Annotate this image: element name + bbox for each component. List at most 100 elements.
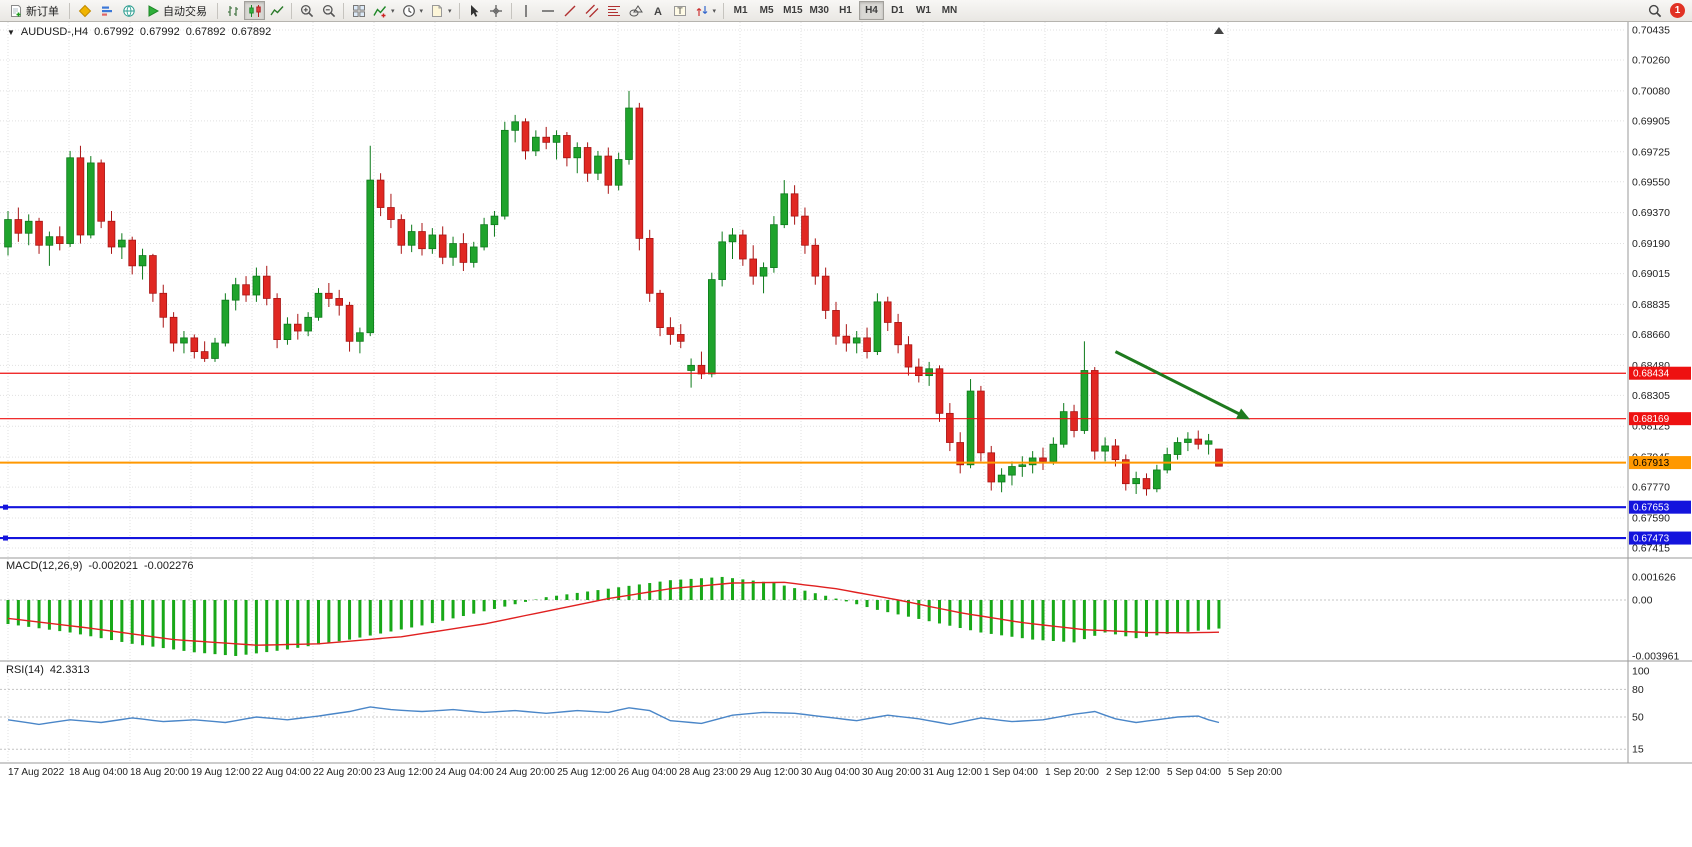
candle-body [697,364,706,375]
timeframe-h1[interactable]: H1 [833,1,858,20]
fibonacci-icon [608,5,621,16]
toolbar: 新订单 自动交易 ▾ ▾ ▾ A T ▾ M1 M5 M15 M30 H1 H4… [0,0,1692,22]
cursor-icon [471,4,479,17]
line-chart-button[interactable] [266,1,287,20]
timeframe-mn[interactable]: MN [937,1,962,20]
text-label-button[interactable]: T [670,1,691,20]
svg-text:A: A [654,6,662,18]
horizontal-line-button[interactable] [538,1,559,20]
time-axis[interactable]: 17 Aug 2022 18 Aug 04:00 18 Aug 20:00 19 Au… [8,767,1282,778]
chart-symbol-period: AUDUSD-,H4 [20,26,89,38]
candle-body [1049,443,1058,462]
price-scale-label: 0.69190 [1632,238,1670,250]
candle-body [625,107,633,160]
autotrading-button[interactable]: 自动交易 [140,1,213,20]
crosshair-button[interactable] [486,1,507,20]
candle-body [242,284,250,296]
shapes-icon [629,4,643,16]
arrow-line[interactable] [1114,350,1244,418]
price-scale-label: 0.67770 [1632,482,1670,494]
time-axis-label: 29 Aug 12:00 [740,767,799,778]
chart-canvas[interactable]: 0.70435 0.70260 0.70080 0.69905 0.69725 0.695… [0,22,1692,847]
candle-body [345,304,354,342]
price-scale[interactable]: 0.70435 0.70260 0.70080 0.69905 0.69725 0.695… [1632,25,1670,555]
toolbar-separator [217,2,218,19]
chart-shift-marker[interactable] [1213,27,1224,34]
periods-button[interactable]: ▾ [399,1,427,20]
macd-main-value: -0.002021 [88,560,138,572]
template-icon [432,4,443,17]
templates-button[interactable]: ▾ [427,1,455,20]
candle-body [231,284,240,301]
candle-body [1018,464,1027,467]
indicators-button[interactable]: ▾ [370,1,398,20]
candle-body [97,162,105,222]
candle-body [863,337,871,353]
cursor-button[interactable] [464,1,485,20]
time-axis-label: 1 Sep 20:00 [1045,767,1099,778]
time-axis-label: 5 Sep 20:00 [1228,767,1282,778]
tile-windows-icon [352,4,365,17]
symbol-menu-icon[interactable]: ▼ [7,28,15,37]
candle-body [438,234,447,258]
arrows-button[interactable]: ▾ [692,1,720,20]
timeframe-m5[interactable]: M5 [754,1,779,20]
time-axis-label: 22 Aug 20:00 [313,767,372,778]
rsi-label: RSI(14) [6,664,44,676]
candle-body [211,342,219,359]
chevron-down-icon: ▾ [391,7,395,15]
timeframe-m15[interactable]: M15 [780,1,805,20]
arrow-head-icon [1236,408,1250,420]
price-scale-label: 0.69550 [1632,176,1670,188]
channel-button[interactable] [582,1,603,20]
bar-chart-button[interactable] [222,1,243,20]
chart-window[interactable]: 0.70435 0.70260 0.70080 0.69905 0.69725 0.695… [0,22,1692,847]
timeframe-m30[interactable]: M30 [807,1,832,20]
line-handle[interactable] [3,504,8,510]
price-scale-label: 0.69725 [1632,146,1670,158]
fibonacci-button[interactable] [604,1,625,20]
candlestick-chart-button[interactable] [244,1,265,20]
search-button[interactable] [1644,1,1665,20]
timeframe-m1[interactable]: M1 [728,1,753,20]
shapes-button[interactable] [626,1,647,20]
candle-body [821,275,830,311]
text-button[interactable]: A [648,1,669,20]
market-depth-button[interactable] [96,1,117,20]
candle-body [107,220,116,248]
tile-windows-button[interactable] [348,1,369,20]
zoom-in-button[interactable] [296,1,317,20]
text-label-icon: T [674,5,687,16]
candle-body [149,255,157,294]
candle-body [14,219,23,234]
timeframe-d1[interactable]: D1 [885,1,910,20]
line-handle[interactable] [3,535,8,541]
timeframe-w1[interactable]: W1 [911,1,936,20]
candle-body [676,334,685,342]
periods-clock-icon [402,4,415,17]
timeframe-h4[interactable]: H4 [858,1,884,20]
notification-badge[interactable]: 1 [1670,3,1685,18]
candle-body [418,231,426,250]
trendline-button[interactable] [560,1,581,20]
candle-body [1070,411,1078,431]
new-order-button[interactable]: 新订单 [3,1,65,20]
arrow-annotation[interactable] [1114,350,1250,420]
rsi-scale-label: 100 [1632,666,1650,678]
candle-body [594,155,602,174]
vertical-line-button[interactable] [516,1,537,20]
macd-panel: 0.001626 0.00 -0.003961 [0,572,1679,663]
time-axis-label: 31 Aug 12:00 [923,767,982,778]
community-button[interactable] [118,1,139,20]
metaeditor-button[interactable] [74,1,95,20]
zoom-out-button[interactable] [318,1,339,20]
macd-signal-line [7,581,1220,646]
toolbar-separator [343,2,344,19]
chevron-down-icon: ▾ [448,7,452,15]
search-icon [1648,4,1661,17]
indicators-icon [373,5,387,17]
metaeditor-icon [78,4,91,17]
candle-body [314,292,323,318]
candlestick-chart-icon [248,4,261,17]
candle-body [656,292,664,328]
